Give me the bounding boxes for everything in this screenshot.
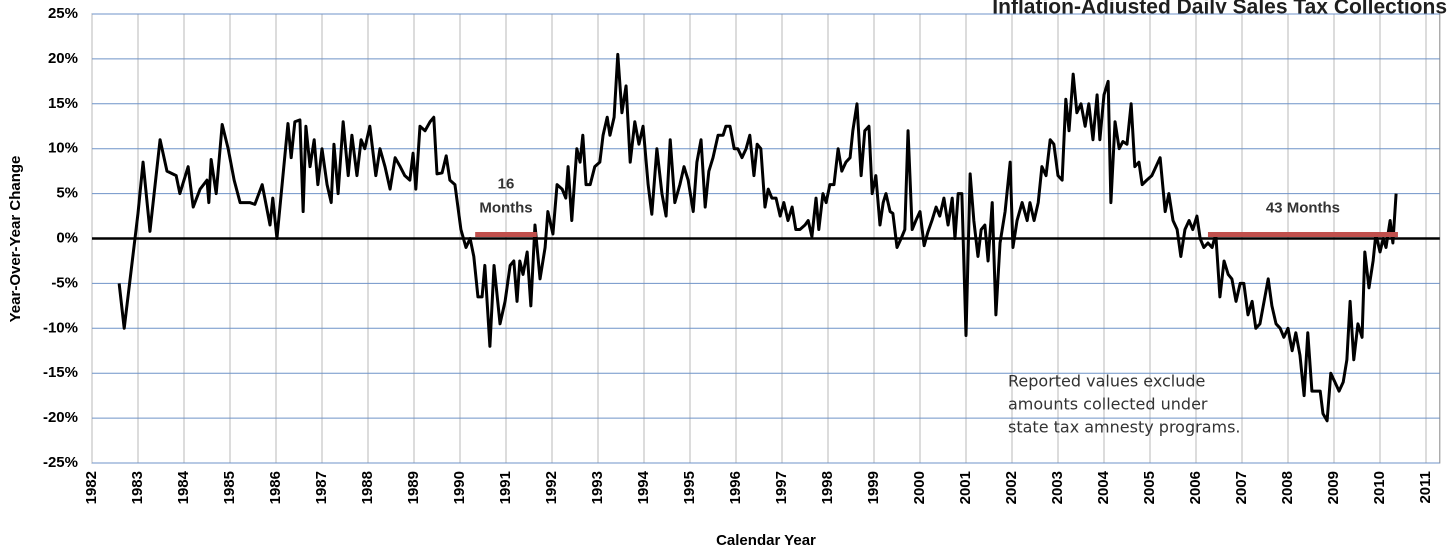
- x-tick-label: 1983: [129, 471, 146, 504]
- x-tick-label: 2007: [1233, 471, 1250, 504]
- x-tick-label: 1987: [313, 471, 330, 504]
- x-tick-label: 1989: [405, 471, 422, 504]
- x-tick-label: 2003: [1049, 471, 1066, 504]
- x-tick-label: 2008: [1279, 471, 1296, 504]
- y-tick-label: 10%: [48, 140, 78, 157]
- x-tick-label: 1988: [359, 471, 376, 504]
- x-tick-label: 1997: [773, 471, 790, 504]
- x-tick-label: 1982: [83, 471, 100, 504]
- note-line: Reported values exclude: [1008, 372, 1205, 391]
- y-tick-label: -20%: [43, 409, 78, 426]
- x-tick-label: 1991: [497, 471, 514, 504]
- x-tick-label: 1998: [819, 471, 836, 504]
- x-tick-label: 2011: [1417, 471, 1434, 504]
- y-axis-title: Year-Over-Year Change: [7, 156, 24, 323]
- x-tick-label: 1996: [727, 471, 744, 504]
- y-tick-label: -15%: [43, 364, 78, 381]
- x-tick-label: 1992: [543, 471, 560, 504]
- y-tick-label: 20%: [48, 50, 78, 67]
- x-tick-label: 2009: [1325, 471, 1342, 504]
- x-tick-label: 2002: [1003, 471, 1020, 504]
- x-tick-label: 2005: [1141, 471, 1158, 504]
- x-tick-label: 1995: [681, 471, 698, 504]
- period-label: 43 Months: [1266, 199, 1340, 216]
- x-tick-label: 1999: [865, 471, 882, 504]
- period-label: Months: [479, 199, 532, 216]
- x-tick-label: 1984: [175, 470, 192, 504]
- y-tick-label: -10%: [43, 319, 78, 336]
- y-tick-label: -5%: [51, 274, 78, 291]
- y-tick-label: -25%: [43, 454, 78, 471]
- x-tick-label: 1986: [267, 471, 284, 504]
- x-axis-title: Calendar Year: [716, 532, 816, 549]
- y-tick-label: 25%: [48, 5, 78, 22]
- y-tick-label: 0%: [56, 229, 78, 246]
- note-line: state tax amnesty programs.: [1008, 418, 1241, 437]
- note-line: amounts collected under: [1008, 395, 1208, 414]
- y-tick-label: 5%: [56, 185, 78, 202]
- x-tick-label: 2004: [1095, 470, 1112, 504]
- data-line: [117, 52, 1398, 423]
- x-tick-label: 2010: [1371, 471, 1388, 504]
- x-tick-label: 1985: [221, 471, 238, 504]
- x-tick-label: 2006: [1187, 471, 1204, 504]
- period-label: 16: [498, 175, 515, 192]
- x-tick-label: 1994: [635, 470, 652, 504]
- x-tick-label: 2001: [957, 471, 974, 504]
- x-tick-label: 1990: [451, 471, 468, 504]
- y-tick-label: 15%: [48, 95, 78, 112]
- x-tick-label: 1993: [589, 471, 606, 504]
- x-tick-label: 2000: [911, 471, 928, 504]
